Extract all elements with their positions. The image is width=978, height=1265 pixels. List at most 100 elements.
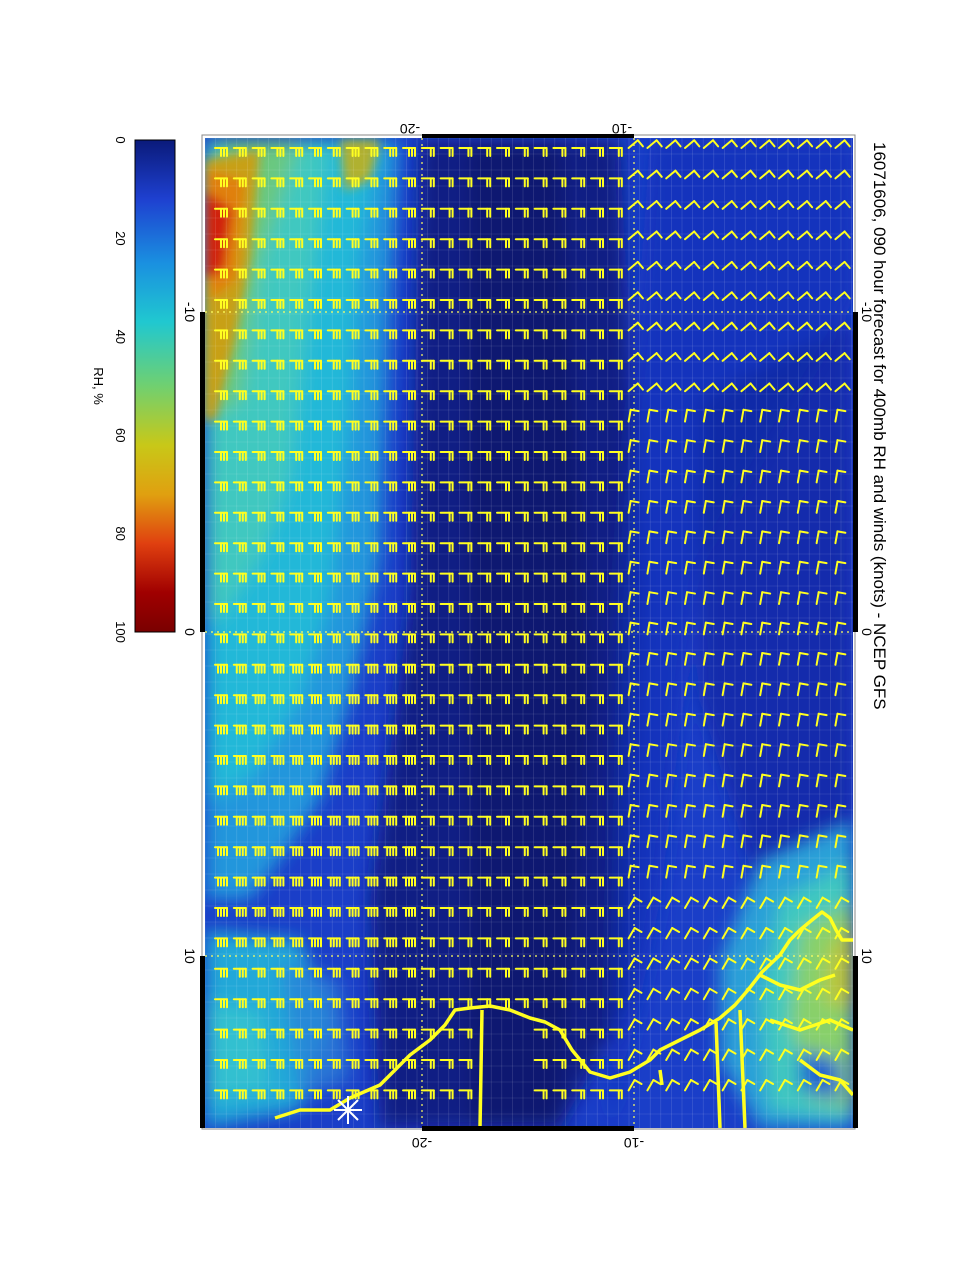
wind-barb xyxy=(646,927,662,940)
wind-barb xyxy=(740,651,753,666)
wind-barb xyxy=(665,469,678,484)
wind-barb xyxy=(439,815,454,826)
wind-barb xyxy=(684,200,701,210)
wind-barb xyxy=(364,603,379,613)
wind-barb xyxy=(232,846,247,857)
wind-barb xyxy=(627,291,644,301)
wind-barb xyxy=(383,359,398,370)
wind-barb xyxy=(251,268,266,279)
wind-barb xyxy=(232,572,247,583)
wind-barb xyxy=(345,663,360,674)
wind-barb xyxy=(684,321,701,332)
wind-barb xyxy=(590,998,604,1009)
wind-barb xyxy=(627,139,644,149)
wind-barb xyxy=(702,773,715,788)
wind-barb xyxy=(759,469,772,484)
wind-barb xyxy=(308,359,322,370)
wind-barb xyxy=(533,633,548,644)
wind-barb xyxy=(383,937,398,948)
wind-barb xyxy=(608,603,623,613)
wind-barb xyxy=(721,743,734,757)
wind-barb xyxy=(514,390,529,401)
wind-barb xyxy=(420,907,435,917)
wind-barb xyxy=(232,359,247,370)
wind-barb xyxy=(721,957,737,970)
wind-barb xyxy=(627,560,640,575)
wind-barb xyxy=(552,937,567,948)
wind-barb xyxy=(251,451,266,461)
wind-barb xyxy=(834,896,850,909)
wind-barb xyxy=(796,499,809,514)
wind-barb xyxy=(402,268,416,279)
wind-barb xyxy=(608,815,623,826)
wind-barb xyxy=(627,987,643,1001)
wind-barb xyxy=(251,420,266,431)
wind-barb xyxy=(270,542,285,553)
wind-barb xyxy=(796,834,809,849)
wind-barb xyxy=(458,420,473,431)
wind-barb xyxy=(345,268,360,279)
wind-barb xyxy=(646,651,659,666)
wind-barb xyxy=(289,907,304,917)
wind-barb xyxy=(326,633,341,644)
wind-barb xyxy=(778,230,795,241)
wind-barb xyxy=(834,591,847,605)
wind-barb xyxy=(514,785,529,796)
wind-barb xyxy=(308,238,322,249)
wind-barb xyxy=(270,1059,285,1069)
wind-barb xyxy=(420,663,435,674)
wind-barb xyxy=(496,299,510,309)
wind-barb xyxy=(684,499,696,514)
wind-barb xyxy=(815,230,832,241)
wind-barb xyxy=(533,177,548,188)
wind-barb xyxy=(834,834,847,849)
wind-barb xyxy=(684,382,701,393)
wind-barb xyxy=(270,967,285,978)
wind-barb xyxy=(571,420,586,431)
wind-barb xyxy=(270,603,285,613)
wind-barb xyxy=(345,724,360,735)
wind-barb xyxy=(627,712,640,727)
wind-barb xyxy=(759,1048,775,1061)
wind-barb xyxy=(477,329,492,340)
wind-barb xyxy=(402,481,416,492)
wind-barb xyxy=(439,1089,454,1100)
wind-barb xyxy=(439,420,454,431)
wind-barb xyxy=(289,420,304,431)
wind-barb xyxy=(834,987,850,1001)
wind-barb xyxy=(665,743,678,757)
wind-barb xyxy=(214,329,228,340)
wind-barb xyxy=(477,207,492,218)
wind-barb xyxy=(815,291,832,301)
wind-barb xyxy=(627,773,640,788)
wind-barb xyxy=(439,511,454,522)
wind-barb xyxy=(721,139,738,149)
wind-barb xyxy=(345,694,360,705)
wind-barb xyxy=(383,542,398,553)
wind-barb xyxy=(608,998,623,1009)
wind-barb xyxy=(383,907,398,917)
wind-barb xyxy=(496,207,510,218)
wind-barb xyxy=(740,621,753,636)
wind-barb xyxy=(646,352,663,362)
wind-barb xyxy=(439,572,454,583)
wind-barb xyxy=(308,907,322,917)
wind-barb xyxy=(778,803,790,818)
wind-barb xyxy=(420,177,435,188)
wind-barb xyxy=(402,572,416,583)
wind-barb xyxy=(684,957,699,970)
wind-barb xyxy=(439,967,454,978)
wind-barb xyxy=(552,299,567,309)
wind-barb xyxy=(383,694,398,705)
wind-barb xyxy=(477,299,492,309)
wind-barb xyxy=(214,572,228,583)
wind-barb xyxy=(326,998,341,1009)
wind-barb xyxy=(684,927,699,940)
wind-barb xyxy=(270,390,285,401)
wind-barb xyxy=(364,238,379,249)
wind-barb xyxy=(702,408,715,423)
wind-barb xyxy=(308,207,322,218)
wind-barb xyxy=(251,603,266,613)
wind-barb xyxy=(646,773,659,788)
